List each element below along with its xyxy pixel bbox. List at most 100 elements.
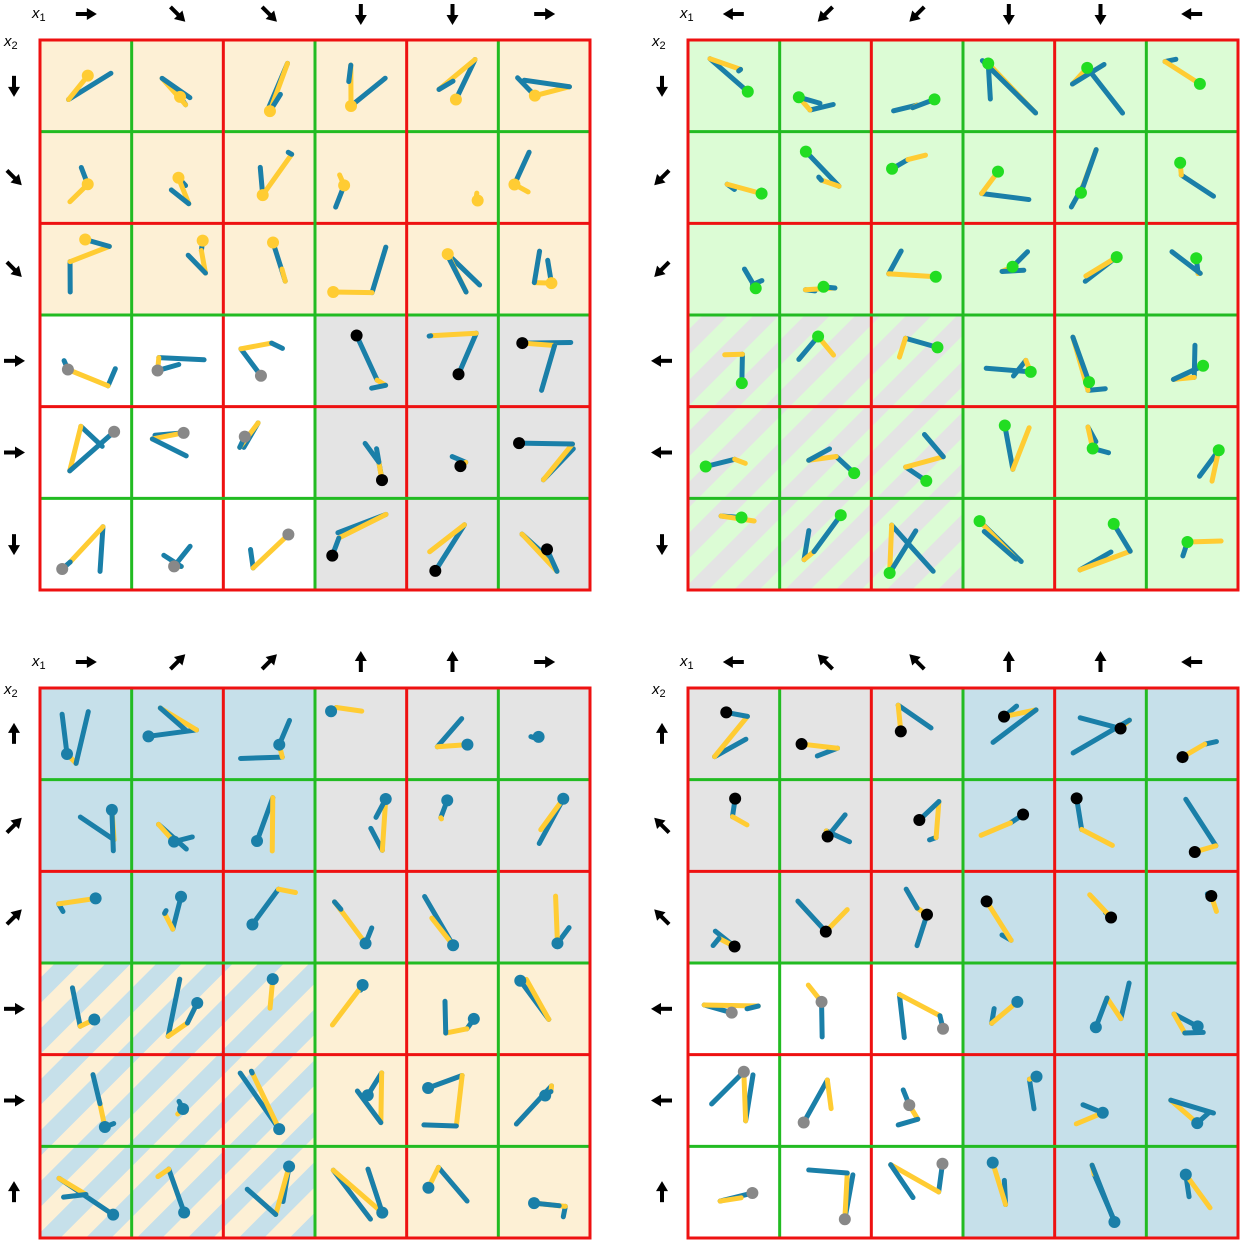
glyph-segment xyxy=(165,1020,190,1039)
glyph-segment xyxy=(888,1162,942,1195)
cell xyxy=(779,1054,872,1147)
glyph-dot xyxy=(376,1206,389,1219)
glyph-segment xyxy=(61,1191,89,1200)
panel-border xyxy=(38,686,592,1240)
cell xyxy=(688,1054,780,1147)
x2-subscript: 2 xyxy=(12,688,18,700)
glyph-dot xyxy=(345,99,358,112)
glyph-segment xyxy=(1191,342,1198,380)
cell xyxy=(963,1054,1055,1147)
cell xyxy=(315,1054,407,1147)
glyph-dot xyxy=(266,973,279,986)
glyph-segment xyxy=(354,332,380,383)
glyph-dot xyxy=(177,426,190,439)
glyph-segment xyxy=(254,795,276,844)
arrow-head xyxy=(354,15,367,25)
cell xyxy=(688,223,780,315)
glyph-segment xyxy=(1183,1172,1213,1211)
glyph-segment xyxy=(538,796,566,833)
cell xyxy=(779,498,872,590)
glyph-dot xyxy=(532,730,545,743)
arrow-icon xyxy=(8,534,20,556)
arrow-head xyxy=(651,1002,661,1015)
glyph-dot xyxy=(282,528,295,541)
arrow-icon xyxy=(4,1002,25,1015)
glyph-dot xyxy=(903,1099,916,1112)
arrow-head xyxy=(265,10,277,22)
glyph-segment xyxy=(801,1077,830,1125)
cell xyxy=(1146,40,1238,132)
arrow-icon xyxy=(534,656,556,668)
glyph-dot xyxy=(1024,365,1037,378)
glyph-dot xyxy=(937,1022,950,1035)
glyph-segment xyxy=(1084,65,1126,116)
cell xyxy=(40,1054,132,1147)
x2-label: x2 xyxy=(651,681,666,700)
arrow-icon xyxy=(722,8,744,20)
glyph-dot xyxy=(982,57,995,70)
glyph-segment xyxy=(285,149,295,157)
arrow-icon xyxy=(354,4,367,25)
arrow-icon xyxy=(75,656,97,668)
arrow-icon xyxy=(651,354,672,367)
arrow-head xyxy=(173,654,186,666)
cell xyxy=(40,963,132,1055)
glyph-segment xyxy=(978,820,1013,838)
cell xyxy=(223,498,315,590)
glyph-dot xyxy=(1011,995,1024,1008)
glyph-segment xyxy=(155,1166,172,1180)
glyph-dot xyxy=(107,1208,120,1221)
glyph-dot xyxy=(191,996,204,1009)
glyph-segment xyxy=(981,528,1019,562)
glyph-dot xyxy=(79,233,92,246)
glyph-segment xyxy=(889,522,936,574)
arrow-shaft xyxy=(260,658,273,671)
arrow-head xyxy=(8,86,20,97)
glyph-segment xyxy=(1070,334,1092,385)
x2-symbol: x xyxy=(3,681,12,698)
glyph-segment xyxy=(983,365,1034,375)
glyph-segment xyxy=(56,895,99,907)
glyph-segment xyxy=(442,998,449,1036)
glyph-dot xyxy=(894,725,907,738)
glyph-segment xyxy=(330,289,375,296)
cell xyxy=(315,406,407,499)
cell xyxy=(498,406,590,499)
glyph-segment xyxy=(888,1162,916,1201)
glyph-dot xyxy=(172,171,185,184)
glyph-dot xyxy=(539,1089,552,1102)
cell xyxy=(406,131,499,224)
glyph-dot xyxy=(452,368,465,381)
arrow-head xyxy=(817,654,830,666)
cell xyxy=(963,688,1055,780)
glyph-segment xyxy=(346,62,354,85)
glyph-segment xyxy=(67,524,106,565)
glyph-segment xyxy=(73,709,91,766)
glyph-dot xyxy=(379,792,392,805)
glyph-dot xyxy=(1190,252,1203,265)
glyph-segment xyxy=(1118,980,1132,1022)
glyph-dot xyxy=(838,1213,851,1226)
glyph-segment xyxy=(807,101,836,113)
glyph-segment xyxy=(1010,357,1029,379)
arrow-shaft xyxy=(5,913,18,926)
arrow-head xyxy=(446,651,459,661)
arrow-head xyxy=(545,8,556,20)
cell xyxy=(779,688,872,780)
arrow-icon xyxy=(4,354,25,367)
glyph-segment xyxy=(425,1072,465,1091)
glyph-dot xyxy=(263,105,276,118)
cell xyxy=(1146,131,1238,224)
cell xyxy=(40,406,132,499)
glyph-dot xyxy=(177,1102,190,1115)
arrow-icon xyxy=(5,909,22,926)
arrow-icon xyxy=(169,654,186,671)
arrow-icon xyxy=(656,75,668,97)
glyph-dot xyxy=(359,937,372,950)
glyph-dot xyxy=(168,560,181,573)
glyph-segment xyxy=(905,152,929,163)
glyph-dot xyxy=(461,738,474,751)
glyph-segment xyxy=(66,70,114,103)
cell xyxy=(406,779,499,872)
glyph-segment xyxy=(722,351,745,358)
